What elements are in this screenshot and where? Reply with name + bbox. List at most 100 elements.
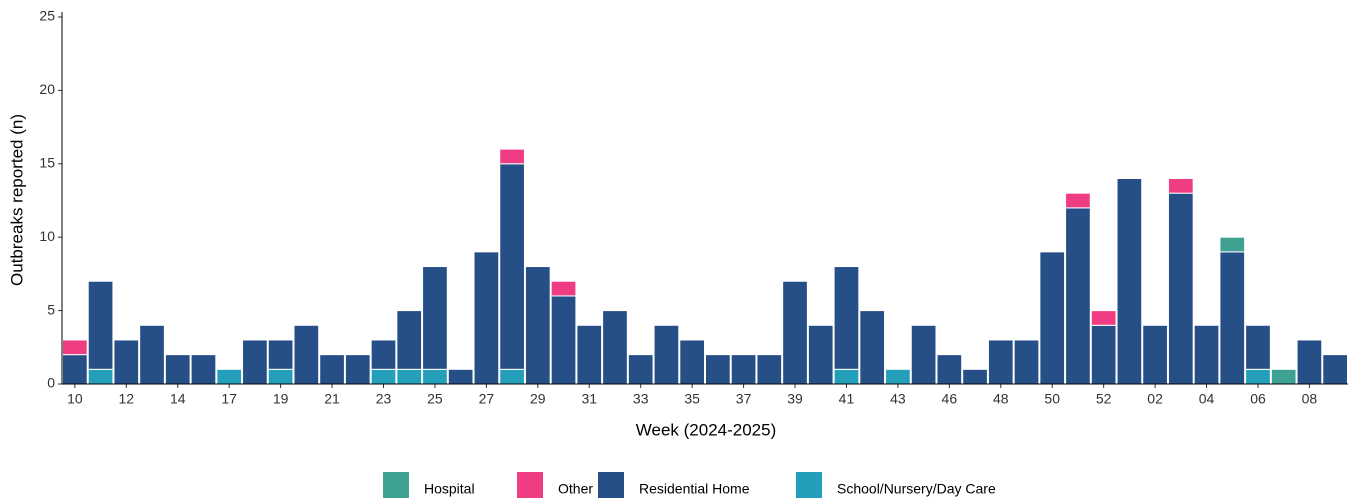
bar-segment xyxy=(885,368,911,385)
bar-segment xyxy=(139,324,165,385)
bar-segment xyxy=(1116,177,1143,385)
bar-segment xyxy=(396,310,423,370)
bar-segment xyxy=(1039,251,1066,385)
x-tick-label: 12 xyxy=(119,391,135,407)
bar-segment xyxy=(87,280,114,370)
x-tick-label: 25 xyxy=(427,391,443,407)
y-tick-label: 25 xyxy=(39,8,55,24)
bar-segment xyxy=(1193,324,1220,385)
bar-segment xyxy=(499,368,525,385)
bar-segment xyxy=(1065,192,1091,209)
bar-segment xyxy=(62,339,88,356)
bar-segment xyxy=(550,295,577,385)
bar-segment xyxy=(62,354,88,385)
bar-segment xyxy=(422,266,448,370)
bar-segment xyxy=(164,354,191,385)
legend-label: School/Nursery/Day Care xyxy=(837,481,996,497)
bar-segment xyxy=(319,354,345,385)
x-tick-label: 29 xyxy=(530,391,546,407)
bar-segment xyxy=(267,339,294,370)
bar-segment xyxy=(1167,192,1194,385)
bar-segment xyxy=(987,339,1014,385)
bar-segment xyxy=(216,368,243,385)
y-tick-label: 15 xyxy=(39,155,55,171)
bar-segment xyxy=(1245,368,1271,385)
bar-segment xyxy=(627,354,654,385)
bar-segment xyxy=(447,368,474,385)
x-tick-label: 41 xyxy=(839,391,855,407)
bar-segment xyxy=(1013,339,1040,385)
bar-segment xyxy=(936,354,963,385)
bar-segment xyxy=(1296,339,1323,385)
bar-segment xyxy=(344,354,371,385)
legend-label: Other xyxy=(558,481,593,497)
x-tick-label: 02 xyxy=(1147,391,1163,407)
bar-segment xyxy=(524,266,551,385)
bar-segment xyxy=(833,266,860,370)
bar-segment xyxy=(782,280,808,385)
x-tick-label: 31 xyxy=(581,391,597,407)
x-tick-label: 23 xyxy=(376,391,392,407)
bar-segment xyxy=(370,368,397,385)
bar-segment xyxy=(499,148,525,165)
bar-segment xyxy=(370,339,397,370)
legend-swatch xyxy=(517,472,543,498)
bar-segment xyxy=(756,354,783,385)
y-tick-label: 5 xyxy=(47,301,55,317)
bar-segment xyxy=(807,324,834,385)
x-tick-label: 17 xyxy=(221,391,237,407)
bar-segment xyxy=(1167,177,1194,194)
bar-segment xyxy=(550,280,577,297)
bar-segment xyxy=(396,368,423,385)
bar-segment xyxy=(1322,354,1349,385)
x-tick-label: 48 xyxy=(993,391,1009,407)
bar-segment xyxy=(1270,368,1297,385)
x-tick-label: 39 xyxy=(787,391,803,407)
legend-label: Residential Home xyxy=(639,481,750,497)
bar-segment xyxy=(1065,207,1091,385)
bar-segment xyxy=(113,339,140,385)
x-tick-label: 52 xyxy=(1096,391,1112,407)
legend-swatch xyxy=(796,472,822,498)
x-tick-label: 04 xyxy=(1199,391,1215,407)
bar-segment xyxy=(679,339,706,385)
bar-segment xyxy=(602,310,628,385)
x-tick-label: 37 xyxy=(736,391,752,407)
x-tick-label: 43 xyxy=(890,391,906,407)
bar-segment xyxy=(1219,251,1246,385)
bar-segment xyxy=(422,368,448,385)
bar-segment xyxy=(190,354,217,385)
bar-segment xyxy=(473,251,500,385)
bar-segment xyxy=(267,368,294,385)
y-tick-label: 0 xyxy=(47,375,55,391)
x-tick-label: 21 xyxy=(324,391,340,407)
x-tick-label: 06 xyxy=(1250,391,1266,407)
bar-segment xyxy=(87,368,114,385)
bar-segment xyxy=(1090,324,1117,385)
x-tick-label: 35 xyxy=(684,391,700,407)
x-tick-label: 08 xyxy=(1302,391,1318,407)
bar-segment xyxy=(1245,324,1271,370)
bar-segment xyxy=(859,310,886,385)
bar-segment xyxy=(242,339,268,385)
x-tick-label: 14 xyxy=(170,391,186,407)
legend-label: Hospital xyxy=(424,481,475,497)
legend-swatch xyxy=(383,472,409,498)
bar-segment xyxy=(1090,310,1117,326)
x-tick-label: 19 xyxy=(273,391,289,407)
x-tick-label: 10 xyxy=(67,391,83,407)
bar-segment xyxy=(833,368,860,385)
bar-segment xyxy=(1142,324,1168,385)
y-tick-label: 10 xyxy=(39,228,55,244)
y-tick-label: 20 xyxy=(39,81,55,97)
legend-swatch xyxy=(598,472,624,498)
bar-segment xyxy=(730,354,757,385)
bar-segment xyxy=(576,324,603,385)
x-axis-title: Week (2024-2025) xyxy=(636,420,777,439)
bar-segment xyxy=(653,324,680,385)
bar-segment xyxy=(499,163,525,370)
bar-segment xyxy=(293,324,320,385)
y-axis-title: Outbreaks reported (n) xyxy=(7,114,26,286)
x-tick-label: 46 xyxy=(942,391,958,407)
